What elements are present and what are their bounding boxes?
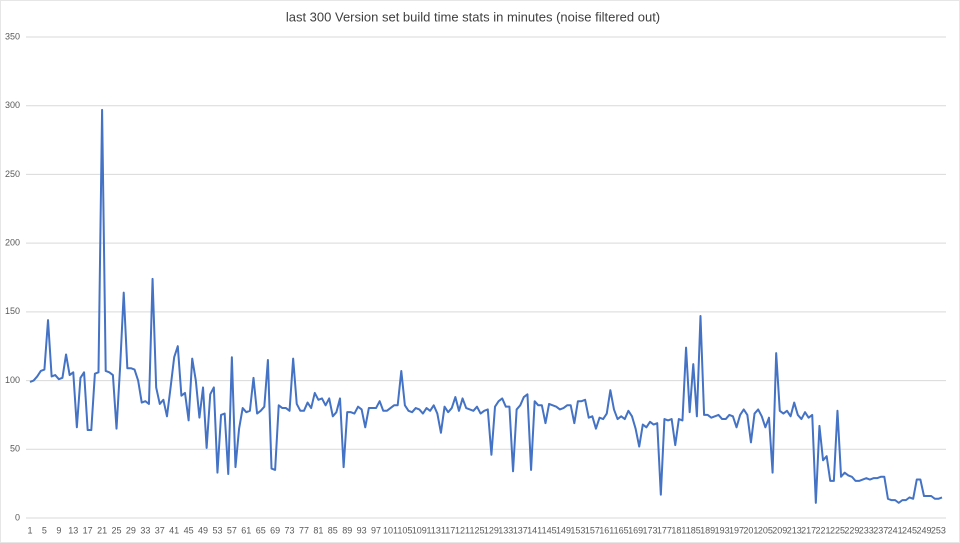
x-tick-label: 225 [830,525,845,535]
x-tick-label: 5 [42,525,47,535]
x-tick-label: 121 [455,525,470,535]
x-tick-label: 145 [542,525,557,535]
x-tick-label: 133 [498,525,513,535]
x-tick-label: 13 [68,525,78,535]
x-tick-label: 189 [700,525,715,535]
y-tick-label: 350 [5,31,20,41]
x-tick-label: 53 [212,525,222,535]
x-tick-label: 125 [469,525,484,535]
x-tick-label: 193 [715,525,730,535]
y-tick-label: 100 [5,375,20,385]
x-tick-label: 1 [27,525,32,535]
x-tick-label: 149 [556,525,571,535]
x-tick-label: 221 [816,525,831,535]
x-tick-label: 85 [328,525,338,535]
x-tick-label: 217 [801,525,816,535]
x-tick-label: 57 [227,525,237,535]
x-tick-label: 9 [56,525,61,535]
chart-title: last 300 Version set build time stats in… [286,9,660,24]
y-tick-label: 150 [5,306,20,316]
x-tick-label: 65 [256,525,266,535]
x-tick-label: 213 [787,525,802,535]
x-tick-label: 117 [441,525,455,535]
x-tick-label: 197 [729,525,744,535]
x-tick-label: 129 [484,525,499,535]
x-tick-label: 81 [313,525,323,535]
x-tick-label: 109 [412,525,427,535]
x-tick-label: 61 [241,525,251,535]
x-tick-label: 249 [916,525,931,535]
x-tick-label: 89 [342,525,352,535]
x-tick-label: 205 [758,525,773,535]
x-tick-label: 21 [97,525,107,535]
x-tick-label: 69 [270,525,280,535]
x-tick-label: 253 [931,525,946,535]
y-tick-label: 200 [5,238,20,248]
x-tick-label: 33 [140,525,150,535]
x-tick-label: 241 [888,525,903,535]
x-tick-label: 37 [155,525,165,535]
x-tick-label: 141 [527,525,542,535]
x-tick-label: 137 [513,525,528,535]
x-tick-label: 73 [285,525,295,535]
x-tick-label: 105 [397,525,412,535]
x-tick-label: 157 [585,525,600,535]
y-tick-label: 300 [5,100,20,110]
y-tick-label: 50 [10,444,20,454]
x-tick-label: 97 [371,525,381,535]
x-tick-label: 177 [657,525,672,535]
x-tick-label: 233 [859,525,874,535]
x-tick-label: 201 [743,525,758,535]
x-tick-label: 181 [671,525,686,535]
y-tick-label: 250 [5,169,20,179]
y-tick-label: 0 [15,512,20,522]
x-tick-label: 101 [383,525,398,535]
x-tick-label: 245 [902,525,917,535]
x-tick-label: 161 [599,525,614,535]
x-tick-label: 153 [570,525,585,535]
x-tick-label: 165 [614,525,629,535]
x-tick-label: 93 [357,525,367,535]
x-tick-label: 25 [112,525,122,535]
x-tick-label: 173 [643,525,658,535]
x-tick-label: 29 [126,525,136,535]
x-tick-label: 169 [628,525,643,535]
x-tick-label: 113 [427,525,441,535]
x-tick-label: 185 [686,525,701,535]
x-tick-label: 17 [83,525,93,535]
x-tick-label: 77 [299,525,309,535]
x-tick-label: 45 [184,525,194,535]
data-line [29,108,943,504]
x-tick-label: 49 [198,525,208,535]
x-tick-label: 229 [844,525,859,535]
x-tick-label: 41 [169,525,179,535]
x-tick-label: 209 [772,525,787,535]
x-tick-label: 237 [873,525,888,535]
